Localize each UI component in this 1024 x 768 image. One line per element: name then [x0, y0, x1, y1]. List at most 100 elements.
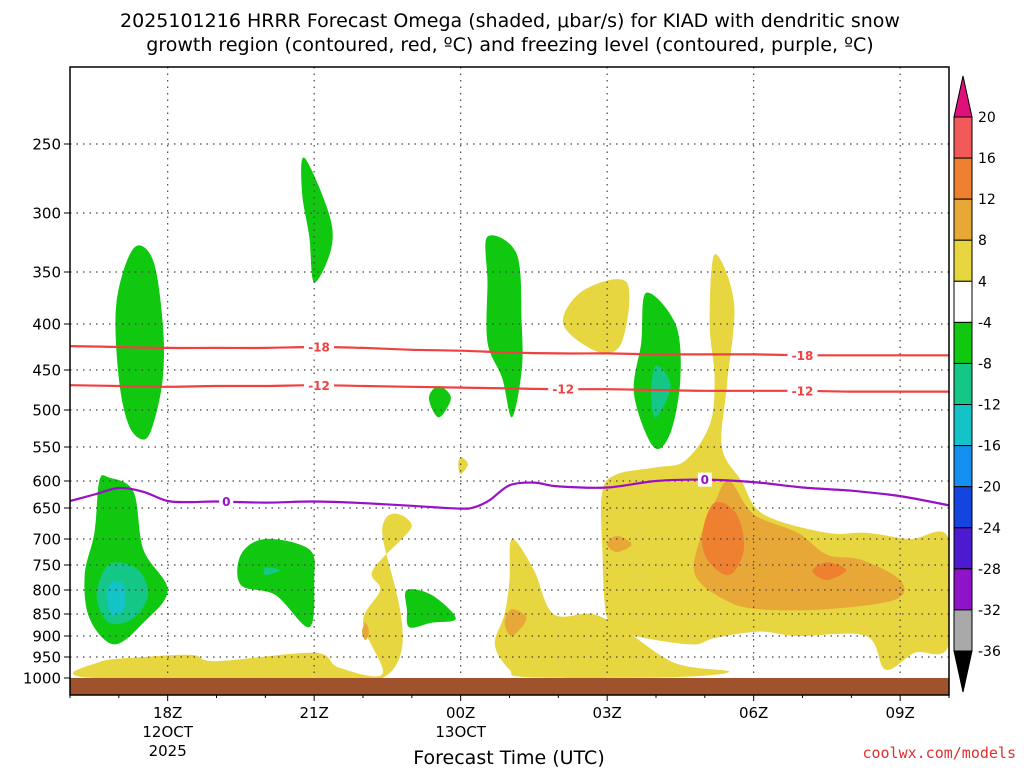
colorbar-swatch-9	[953, 486, 973, 529]
colorbar-label--32: -32	[978, 603, 1001, 619]
y-axis: 250 300 350 400 450 500 550 600 650 700 750 800 850 9…	[23, 136, 70, 688]
colorbar-label--36: -36	[978, 644, 1001, 660]
x-tick-label-03Z: 03Z	[592, 704, 621, 722]
dgz-contour-label-18: -18	[792, 349, 814, 363]
y-tick-label-750: 750	[32, 557, 61, 575]
colorbar: 20 16 12 8 4 -4 -8 -12 -16 -20 -24 -28 -32 -36	[953, 75, 1001, 693]
temperature-contours: -18 -18 -12 -12 -12 0 0	[70, 340, 949, 510]
colorbar-label--24: -24	[978, 521, 1001, 537]
colorbar-swatch-8	[953, 445, 973, 488]
omega-region-pos6-9	[562, 279, 630, 354]
y-tick-label-250: 250	[32, 136, 61, 154]
title-line-1: 2025101216 HRRR Forecast Omega (shaded, …	[120, 10, 900, 32]
omega-region-neg6-1	[301, 157, 333, 283]
colorbar-label--28: -28	[978, 562, 1001, 578]
colorbar-swatch-4	[953, 280, 973, 323]
dgz-contour-label-18-bg	[304, 340, 335, 355]
dgz-contour-label-12: -12	[308, 379, 330, 393]
y-tick-label-350: 350	[32, 264, 61, 282]
dgz-contour-label-12: -12	[552, 383, 574, 397]
freezing-level-contour	[70, 478, 949, 510]
x-tick-date-00Z: 13OCT	[435, 723, 486, 741]
y-tick-label-700: 700	[32, 531, 61, 549]
colorbar-label--20: -20	[978, 480, 1001, 496]
colorbar-label-20: 20	[978, 110, 996, 126]
colorbar-label--12: -12	[978, 398, 1001, 414]
omega-shading	[72, 157, 949, 678]
colorbar-label--8: -8	[978, 356, 992, 372]
colorbar-swatch-11	[953, 568, 973, 611]
y-tick-label-650: 650	[32, 500, 61, 518]
y-tick-label-950: 950	[32, 649, 61, 667]
x-tick-date-18Z: 12OCT	[142, 723, 193, 741]
x-tick-label-00Z: 00Z	[446, 704, 475, 722]
colorbar-swatch-5	[953, 321, 973, 364]
x-tick-label-18Z: 18Z	[153, 704, 182, 722]
omega-region-neg14-20	[106, 581, 126, 615]
omega-region-pos6-8	[458, 457, 468, 475]
omega-region-neg6-0	[115, 245, 164, 440]
colorbar-label-12: 12	[978, 192, 996, 208]
colorbar-swatch-3	[953, 239, 973, 282]
colorbar-swatch-7	[953, 404, 973, 447]
title: 2025101216 HRRR Forecast Omega (shaded, …	[120, 10, 900, 56]
colorbar-label--16: -16	[978, 439, 1001, 455]
omega-region-neg6-3	[485, 235, 523, 418]
freezing-level-label: 0	[701, 473, 709, 487]
dgz-contour-label-12: -12	[792, 384, 814, 398]
ground-surface	[70, 678, 949, 695]
omega-region-pos14-22	[812, 562, 847, 581]
y-tick-label-550: 550	[32, 439, 61, 457]
omega-region-pos6-11	[72, 513, 412, 678]
grid-lines	[70, 67, 949, 678]
y-tick-label-800: 800	[32, 582, 61, 600]
dgz-contour-label-12-bg	[304, 378, 335, 393]
omega-region-pos14-21	[702, 501, 745, 576]
colorbar-label-16: 16	[978, 151, 996, 167]
y-tick-label-300: 300	[32, 205, 61, 223]
colorbar-label-8: 8	[978, 233, 987, 249]
x-tick-label-06Z: 06Z	[739, 704, 768, 722]
colorbar-label-4: 4	[978, 274, 987, 290]
watermark: coolwx.com/models	[862, 744, 1016, 762]
dgz-contour-label-18-bg	[787, 348, 818, 363]
freezing-level-label-bg	[219, 494, 234, 509]
y-tick-label-850: 850	[32, 606, 61, 624]
omega-region-pos10-18	[504, 609, 527, 637]
colorbar-top-arrow	[953, 75, 973, 118]
y-tick-label-500: 500	[32, 402, 61, 420]
colorbar-bottom-arrow	[953, 650, 973, 693]
dgz-contour-label-12-bg	[548, 382, 579, 397]
omega-region-pos10-17	[607, 535, 632, 552]
omega-region-pos6-12	[494, 538, 730, 678]
omega-region-neg6-6	[237, 538, 315, 628]
freezing-level-label: 0	[222, 495, 230, 509]
colorbar-label--4: -4	[978, 315, 992, 331]
y-tick-label-400: 400	[32, 316, 61, 334]
omega-region-neg6-7	[405, 589, 456, 628]
colorbar-swatch-2	[953, 198, 973, 241]
colorbar-swatch-10	[953, 527, 973, 570]
colorbar-swatch-12	[953, 609, 973, 652]
x-axis-label: Forecast Time (UTC)	[413, 747, 604, 768]
omega-region-neg6-2	[428, 386, 451, 418]
colorbar-swatch-0	[953, 116, 973, 159]
colorbar-swatch-1	[953, 157, 973, 200]
y-tick-label-600: 600	[32, 473, 61, 491]
dgz-contour-label-18: -18	[308, 341, 330, 355]
omega-region-pos10-16	[693, 480, 905, 611]
title-line-2: growth region (contoured, red, ºC) and f…	[146, 34, 873, 56]
y-tick-label-900: 900	[32, 628, 61, 646]
freezing-level-label-bg	[697, 472, 712, 487]
y-tick-label-450: 450	[32, 362, 61, 380]
colorbar-swatch-6	[953, 362, 973, 406]
omega-region-neg10-13	[651, 365, 671, 418]
x-tick-year-18Z: 2025	[149, 742, 187, 760]
omega-region-neg10-15	[263, 567, 280, 576]
dgz-contour-label-12-bg	[787, 383, 818, 398]
y-tick-label-1000: 1000	[23, 670, 61, 688]
x-tick-label-21Z: 21Z	[299, 704, 328, 722]
x-tick-label-09Z: 09Z	[885, 704, 914, 722]
